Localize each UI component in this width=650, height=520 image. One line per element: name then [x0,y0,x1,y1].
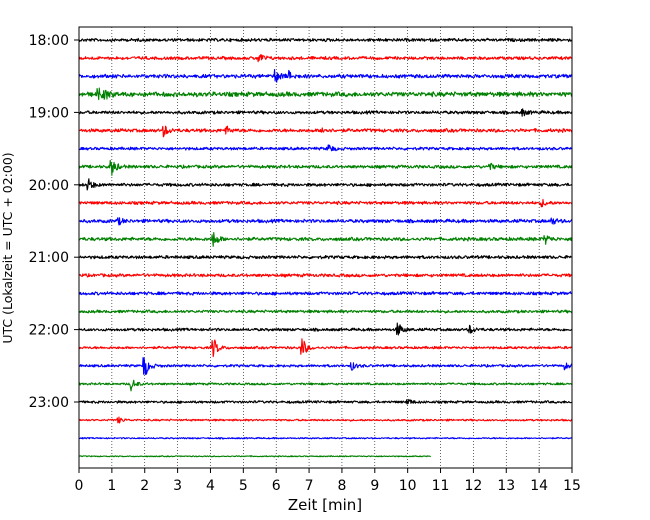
trace-2200 [78,322,573,336]
trace-2145 [78,309,573,314]
x-tick-label: 12 [464,478,482,494]
x-tick-label: 14 [530,478,548,494]
x-tick-label: 3 [173,478,182,494]
trace-1900 [78,108,573,117]
plot-frame [78,26,573,469]
y-axis-ticks: 18:00 19:00 20:00 21:00 22:00 23:00 [29,33,79,411]
x-tick-label: 5 [239,478,248,494]
trace-1800 [78,37,573,43]
trace-2330 [78,436,573,440]
seismogram-traces [78,37,573,458]
y-tick-label: 20:00 [29,178,69,194]
trace-2300 [78,398,573,405]
trace-2130 [78,291,573,296]
trace-2045 [78,232,573,247]
y-tick-label: 23:00 [29,395,69,411]
trace-2245 [78,379,573,392]
x-tick-label: 8 [337,478,346,494]
trace-2345 [78,455,432,458]
trace-2100 [78,255,573,260]
x-tick-label: 2 [140,478,149,494]
plot-background [79,27,572,468]
trace-1845 [78,87,573,101]
trace-1815 [78,54,573,63]
trace-2115 [78,273,573,278]
trace-2215 [78,338,573,358]
trace-1945 [78,159,573,176]
trace-1915 [78,125,573,138]
x-axis-ticks: 0 1 2 3 4 5 6 7 8 9 10 11 12 13 14 15 [75,468,581,494]
y-tick-label: 18:00 [29,33,69,49]
x-tick-label: 15 [563,478,581,494]
x-tick-label: 9 [370,478,379,494]
trace-2030 [78,217,573,226]
trace-2000 [78,178,573,191]
x-tick-label: 10 [399,478,417,494]
x-tick-label: 13 [497,478,515,494]
trace-1830 [78,69,573,83]
y-tick-label: 22:00 [29,323,69,339]
trace-2315 [78,416,573,424]
x-axis-label: Zeit [min] [288,496,362,514]
y-tick-label: 21:00 [29,250,69,266]
trace-2230 [78,356,573,376]
trace-2015 [78,198,573,208]
x-tick-label: 11 [432,478,450,494]
x-tick-label: 6 [272,478,281,494]
y-axis-label: UTC (Lokalzeit = UTC + 02:00) [0,152,15,343]
x-tick-label: 0 [75,478,84,494]
x-tick-label: 1 [107,478,116,494]
trace-1930 [78,144,573,152]
y-tick-label: 19:00 [29,105,69,121]
x-tick-label: 4 [206,478,215,494]
x-tick-label: 7 [305,478,314,494]
